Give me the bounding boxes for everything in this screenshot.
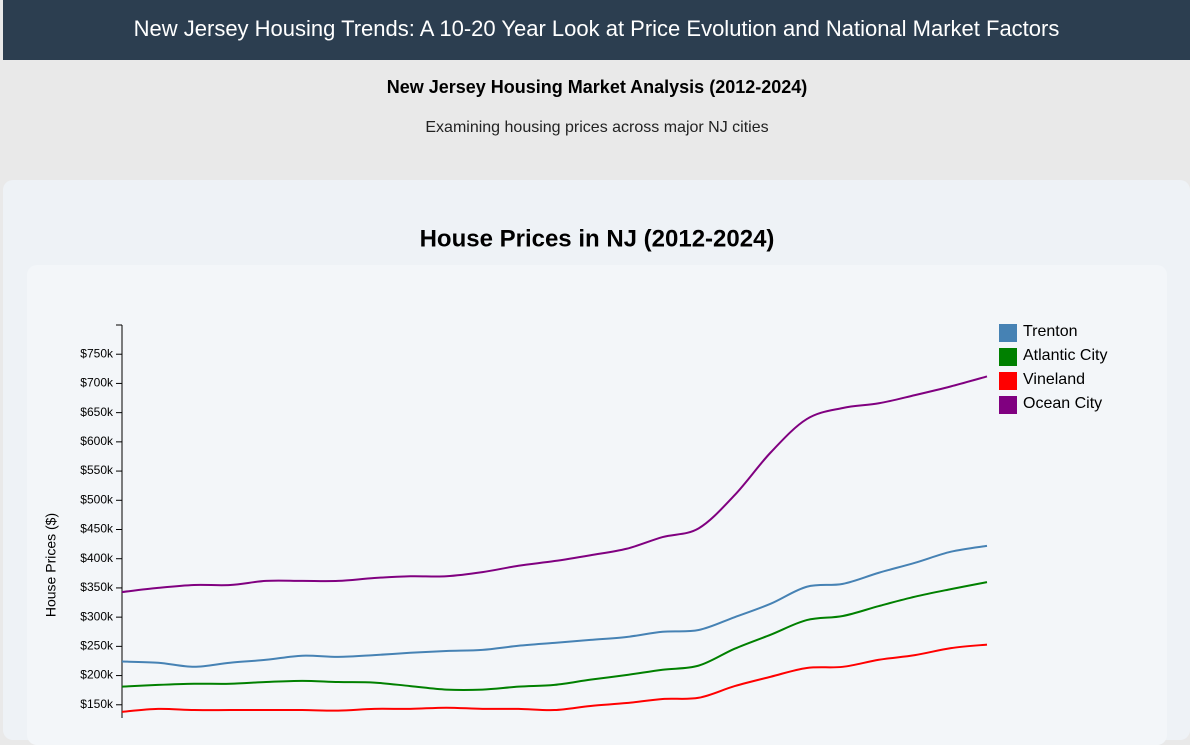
y-tick-label: $450k — [80, 522, 114, 536]
legend-swatch — [999, 396, 1017, 414]
y-tick-label: $150k — [80, 697, 114, 711]
chart: House Prices in NJ (2012-2024) House Pri… — [43, 225, 1107, 718]
y-tick-label: $700k — [80, 376, 114, 390]
legend-label: Vineland — [1023, 371, 1085, 388]
y-tick-label: $200k — [80, 668, 114, 682]
legend-swatch — [999, 348, 1017, 366]
intro-heading: New Jersey Housing Market Analysis (2012… — [386, 77, 808, 97]
chart-title: House Prices in NJ (2012-2024) — [420, 225, 775, 252]
series-line — [121, 544, 988, 668]
legend-swatch — [999, 372, 1017, 390]
page: NJ Housing Trends {"header": {"title": "… — [3, 0, 1190, 745]
legend-label: Trenton — [1023, 323, 1078, 340]
legend-swatch — [999, 324, 1017, 342]
y-tick-label: $650k — [80, 405, 114, 419]
intro-text: Examining housing prices across major NJ… — [425, 119, 769, 136]
series-line — [121, 581, 988, 691]
y-tick-label: $400k — [80, 551, 114, 565]
y-tick-label: $550k — [80, 463, 114, 477]
legend-label: Atlantic City — [1023, 347, 1107, 364]
y-tick-label: $300k — [80, 609, 114, 623]
y-tick-label: $350k — [80, 580, 114, 594]
series-line — [121, 643, 988, 713]
y-tick-label: $250k — [80, 639, 114, 653]
y-tick-label: $750k — [80, 346, 114, 360]
series-line — [121, 375, 988, 594]
body: New Jersey Housing Trends: A 10-20 Year … — [3, 0, 1190, 745]
page-header: New Jersey Housing Trends: A 10-20 Year … — [3, 0, 1190, 60]
y-tick-label: $600k — [80, 434, 114, 448]
y-tick-label: $500k — [80, 492, 114, 506]
legend-label: Ocean City — [1023, 395, 1102, 412]
y-axis-label: House Prices ($) — [43, 513, 59, 617]
